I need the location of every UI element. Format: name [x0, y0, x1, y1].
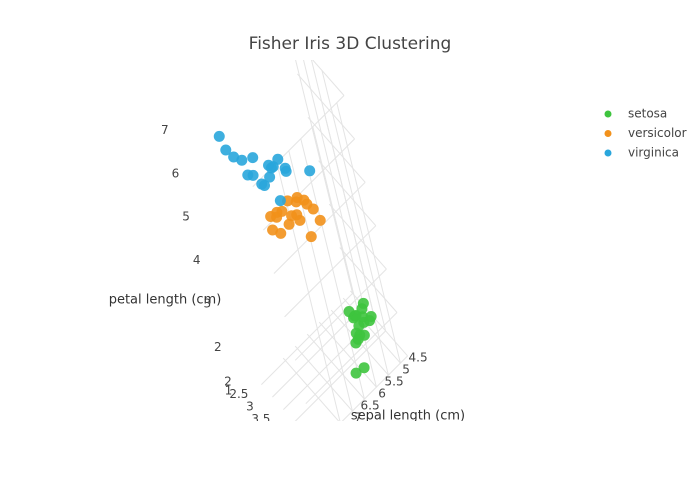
z-tick-label: 3 [203, 296, 211, 310]
x-tick-label: 5 [402, 363, 410, 377]
point [276, 205, 288, 217]
x-tick-label: 7 [354, 411, 362, 425]
point [259, 180, 270, 191]
point [265, 162, 277, 174]
point [350, 327, 362, 339]
point [291, 209, 303, 221]
x-tick-label: 5.5 [385, 375, 404, 389]
point [343, 306, 355, 318]
grid-line [294, 345, 353, 412]
y-tick-label: 2.5 [229, 387, 248, 401]
grid-line [328, 203, 387, 270]
point [357, 297, 369, 309]
point [264, 171, 276, 183]
grid-line [282, 357, 340, 421]
point [365, 310, 377, 322]
grid-line [303, 60, 365, 307]
grid-line [321, 70, 387, 332]
point [350, 337, 362, 349]
point [213, 130, 225, 142]
grid-line [294, 330, 386, 421]
y-tick-label: 2 [224, 374, 232, 388]
y-tick-label: 3 [246, 399, 254, 413]
point [350, 367, 362, 379]
point [242, 169, 254, 181]
point [314, 214, 326, 226]
z-tick-label: 4 [193, 253, 201, 267]
legend-label: setosa [628, 107, 667, 121]
point [236, 154, 248, 166]
x-tick-label: 6.5 [361, 399, 380, 413]
legend-marker [604, 110, 612, 118]
legend-marker [604, 130, 612, 137]
point [274, 195, 286, 207]
grid-line [312, 60, 345, 96]
grid-line [339, 247, 398, 313]
grid-line [310, 60, 376, 319]
legend-label: virginica [628, 146, 679, 160]
grid-line [341, 355, 408, 421]
x-axis-title: sepal length (cm) [351, 409, 465, 424]
grid-line [306, 333, 365, 400]
legend-label: versicolor [628, 126, 687, 140]
point [247, 152, 259, 164]
grid-line [273, 181, 366, 274]
legend: setosa versicolor virginica [604, 107, 687, 160]
grid-line [318, 321, 377, 388]
legend-marker [604, 149, 612, 157]
grid-line [295, 60, 354, 294]
z-tick-label: 1 [225, 383, 233, 397]
point [220, 144, 232, 156]
point [275, 227, 287, 239]
grid-line [272, 305, 364, 398]
point [279, 162, 291, 174]
grid-line [312, 126, 377, 388]
z-axis-title: petal length (cm) [109, 293, 222, 308]
grid-line [294, 268, 387, 361]
x-tick-label: 6 [378, 387, 386, 401]
point [304, 165, 316, 177]
x-tick-label: 4.5 [409, 351, 428, 365]
z-tick-label: 5 [182, 210, 190, 224]
grid-line [284, 225, 377, 318]
point [283, 218, 295, 230]
grid-line [300, 138, 365, 400]
point [358, 362, 370, 374]
y-tick-label: 3.5 [251, 412, 270, 426]
z-tick-label: 2 [214, 340, 222, 354]
grid-line [261, 293, 353, 385]
z-tick-label: 6 [172, 166, 180, 180]
point [298, 194, 310, 206]
z-tick-label: 7 [161, 123, 169, 137]
grid-line [318, 160, 377, 227]
grid-line [297, 73, 355, 140]
grid-line [307, 116, 366, 183]
point [305, 231, 317, 243]
chart-title: Fisher Iris 3D Clustering [249, 34, 452, 54]
grid-line [336, 102, 401, 364]
